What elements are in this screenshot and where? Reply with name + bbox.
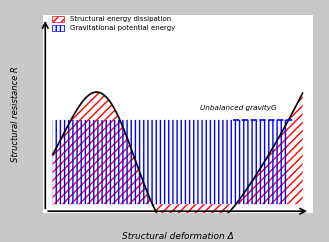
Legend: Structural energy dissipation, Gravitational potential energy: Structural energy dissipation, Gravitati…: [52, 16, 175, 31]
Text: Structural resistance R: Structural resistance R: [11, 66, 20, 162]
Text: Structural deformation Δ: Structural deformation Δ: [122, 232, 234, 241]
Text: Unbalanced gravityG: Unbalanced gravityG: [200, 105, 277, 111]
